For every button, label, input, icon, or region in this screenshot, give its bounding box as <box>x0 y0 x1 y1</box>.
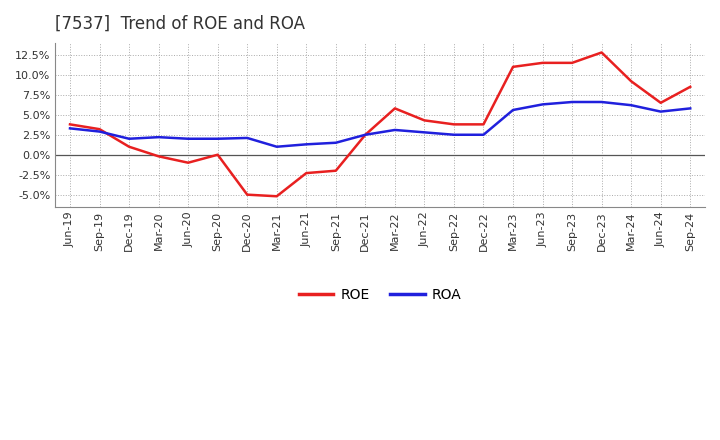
ROA <box>449 132 458 137</box>
ROE <box>95 127 104 132</box>
ROE <box>243 192 251 197</box>
ROE <box>539 60 547 66</box>
ROE <box>627 79 636 84</box>
ROA <box>95 129 104 134</box>
ROE <box>361 132 369 137</box>
ROE <box>598 50 606 55</box>
Line: ROA: ROA <box>70 102 690 147</box>
ROA <box>125 136 133 141</box>
ROA <box>331 140 340 145</box>
ROE <box>449 122 458 127</box>
Legend: ROE, ROA: ROE, ROA <box>293 282 467 308</box>
Text: [7537]  Trend of ROE and ROA: [7537] Trend of ROE and ROA <box>55 15 305 33</box>
ROE <box>509 64 518 70</box>
ROE <box>184 160 192 165</box>
ROE <box>154 154 163 159</box>
ROE <box>125 144 133 149</box>
ROA <box>390 127 399 132</box>
Line: ROE: ROE <box>70 52 690 196</box>
ROA <box>302 142 310 147</box>
ROE <box>568 60 577 66</box>
ROA <box>243 136 251 141</box>
ROE <box>420 118 428 123</box>
ROA <box>686 106 695 111</box>
ROA <box>568 99 577 105</box>
ROA <box>539 102 547 107</box>
ROE <box>272 194 281 199</box>
ROE <box>213 152 222 158</box>
ROA <box>213 136 222 141</box>
ROE <box>657 100 665 106</box>
ROA <box>480 132 488 137</box>
ROE <box>480 122 488 127</box>
ROA <box>66 126 74 131</box>
ROA <box>154 135 163 140</box>
ROE <box>331 168 340 173</box>
ROA <box>361 132 369 137</box>
ROE <box>302 170 310 176</box>
ROA <box>509 107 518 113</box>
ROA <box>420 130 428 135</box>
ROA <box>272 144 281 149</box>
ROE <box>66 122 74 127</box>
ROA <box>627 103 636 108</box>
ROA <box>184 136 192 141</box>
ROE <box>686 84 695 89</box>
ROE <box>390 106 399 111</box>
ROA <box>657 109 665 114</box>
ROA <box>598 99 606 105</box>
